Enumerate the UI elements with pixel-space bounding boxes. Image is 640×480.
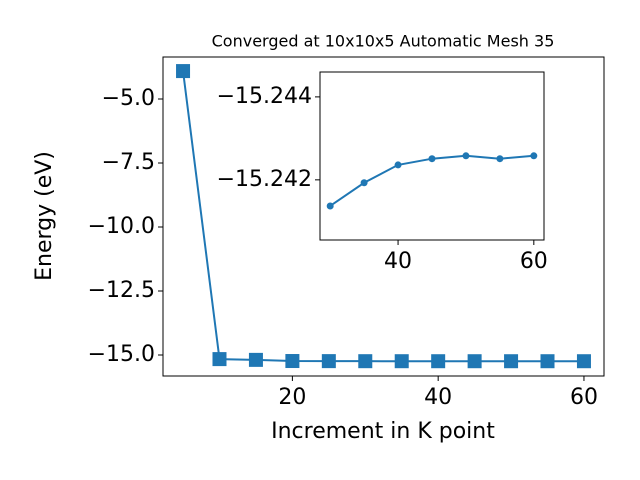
marker [428,155,436,163]
marker [248,352,263,367]
marker [326,202,334,210]
marker [530,152,538,160]
x-tick-label: 60 [520,249,548,274]
chart-title: Converged at 10x10x5 Automatic Mesh 35 [212,32,555,51]
y-axis-label: Energy (eV) [32,151,57,281]
y-tick-label: −15.0 [88,342,155,367]
marker [576,354,591,369]
x-tick-label: 40 [384,249,412,274]
y-tick-label: −15.244 [217,84,312,109]
x-tick-label: 20 [278,385,306,410]
x-axis-label: Increment in K point [271,419,495,444]
marker [285,354,300,369]
marker [212,352,227,367]
plot-frame [319,71,545,241]
marker [462,152,470,160]
marker [467,354,482,369]
marker [394,161,402,169]
y-tick-label: −10.0 [88,214,155,239]
y-tick-label: −15.242 [217,167,312,192]
y-tick-label: −7.5 [102,150,155,175]
marker [321,354,336,369]
marker [504,354,519,369]
marker [394,354,409,369]
x-tick-label: 60 [570,385,598,410]
x-tick-label: 40 [424,385,452,410]
marker [176,64,191,79]
marker [358,354,373,369]
y-tick-label: −12.5 [88,278,155,303]
marker [431,354,446,369]
plot-frame [162,56,605,377]
marker [360,179,368,187]
marker [496,155,504,163]
y-tick-label: −5.0 [102,86,155,111]
marker [540,354,555,369]
